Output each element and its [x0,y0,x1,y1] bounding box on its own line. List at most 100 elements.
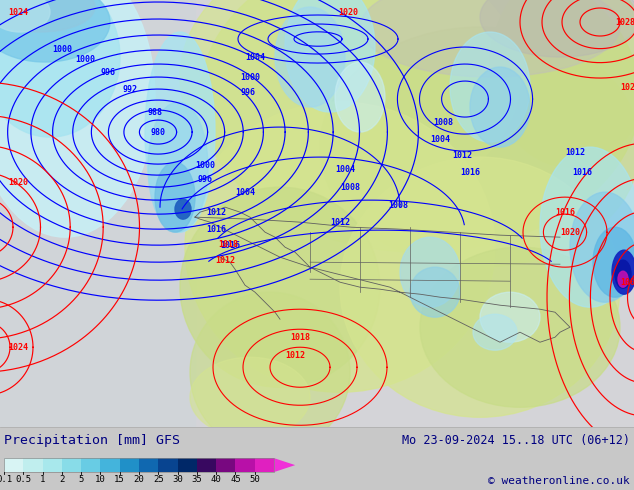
Text: 1012: 1012 [206,208,226,217]
Ellipse shape [470,67,530,147]
Text: Precipitation [mm] GFS: Precipitation [mm] GFS [4,434,180,447]
Text: 992: 992 [122,85,138,94]
Ellipse shape [450,32,530,142]
Ellipse shape [190,292,350,452]
Ellipse shape [190,357,310,437]
Ellipse shape [180,187,380,387]
Text: 996: 996 [198,174,212,184]
Ellipse shape [0,0,155,237]
Ellipse shape [400,237,460,307]
Bar [4,458,23,472]
Text: 1012: 1012 [285,351,305,360]
Ellipse shape [612,250,634,294]
Text: 1024: 1024 [620,82,634,92]
Bar [4,458,274,472]
Text: 1004: 1004 [335,165,355,173]
Text: 1018: 1018 [290,333,310,342]
Bar [216,458,235,472]
Text: 1012: 1012 [330,218,350,227]
Bar [42,458,62,472]
Text: 1020: 1020 [338,7,358,17]
Bar [120,458,139,472]
Text: 1018: 1018 [218,240,238,248]
Ellipse shape [360,0,620,77]
Text: 30: 30 [172,475,183,484]
Ellipse shape [200,0,634,252]
Ellipse shape [180,0,520,207]
Text: 1012: 1012 [215,256,235,265]
Text: 980: 980 [150,127,165,137]
Text: 1008: 1008 [388,200,408,210]
Ellipse shape [275,7,345,107]
Bar [178,458,197,472]
Bar [235,458,255,472]
Text: 35: 35 [191,475,202,484]
Text: 1016: 1016 [460,168,480,176]
Ellipse shape [618,271,628,287]
Ellipse shape [480,0,634,57]
Text: 15: 15 [114,475,125,484]
Bar [197,458,216,472]
Text: 1000: 1000 [75,54,95,64]
Text: 1004: 1004 [620,278,634,287]
Text: 25: 25 [153,475,164,484]
Text: 996: 996 [101,68,115,76]
Text: 1016: 1016 [220,241,240,250]
Text: 45: 45 [230,475,241,484]
Bar [62,458,81,472]
Ellipse shape [175,199,191,219]
Ellipse shape [148,102,208,232]
Ellipse shape [335,62,385,132]
Ellipse shape [0,0,50,32]
Ellipse shape [480,292,540,342]
Text: © weatheronline.co.uk: © weatheronline.co.uk [488,476,630,486]
Text: 1028: 1028 [615,18,634,26]
Text: 1016: 1016 [555,208,575,217]
Text: 1000: 1000 [195,161,215,170]
Bar [0,0,195,427]
Ellipse shape [410,267,460,317]
Text: 0.5: 0.5 [15,475,31,484]
Text: 1008: 1008 [340,183,360,192]
Text: 1012: 1012 [565,147,585,157]
Ellipse shape [615,260,631,288]
Text: 1: 1 [40,475,45,484]
Bar [81,458,100,472]
Text: 996: 996 [240,88,256,97]
Text: 10: 10 [95,475,106,484]
Text: 1012: 1012 [452,150,472,160]
Text: 20: 20 [134,475,145,484]
Text: 50: 50 [249,475,260,484]
Text: 1004: 1004 [235,188,255,196]
Bar [100,458,120,472]
Text: 2: 2 [59,475,65,484]
Ellipse shape [540,147,634,307]
Ellipse shape [155,162,195,232]
Ellipse shape [185,102,495,392]
Text: 0.1: 0.1 [0,475,12,484]
Ellipse shape [285,0,375,112]
Bar [158,458,178,472]
Text: 1024: 1024 [8,343,28,352]
Text: 1000: 1000 [240,73,260,81]
Text: 1004: 1004 [245,52,265,62]
Ellipse shape [420,247,620,407]
Text: 1016: 1016 [572,168,592,176]
Text: 1004: 1004 [430,135,450,144]
Text: 1024: 1024 [8,7,28,17]
Ellipse shape [473,314,517,350]
Bar [139,458,158,472]
Text: Mo 23-09-2024 15..18 UTC (06+12): Mo 23-09-2024 15..18 UTC (06+12) [402,434,630,447]
Text: 40: 40 [210,475,221,484]
Text: 1016: 1016 [206,224,226,234]
Text: 1020: 1020 [8,177,28,187]
Text: 988: 988 [148,108,162,117]
Ellipse shape [0,0,95,32]
Text: 1020: 1020 [560,228,580,237]
Ellipse shape [0,0,120,137]
Text: 5: 5 [79,475,84,484]
Bar [23,458,42,472]
Ellipse shape [0,0,110,30]
Text: 1000: 1000 [52,45,72,53]
Ellipse shape [145,32,215,232]
